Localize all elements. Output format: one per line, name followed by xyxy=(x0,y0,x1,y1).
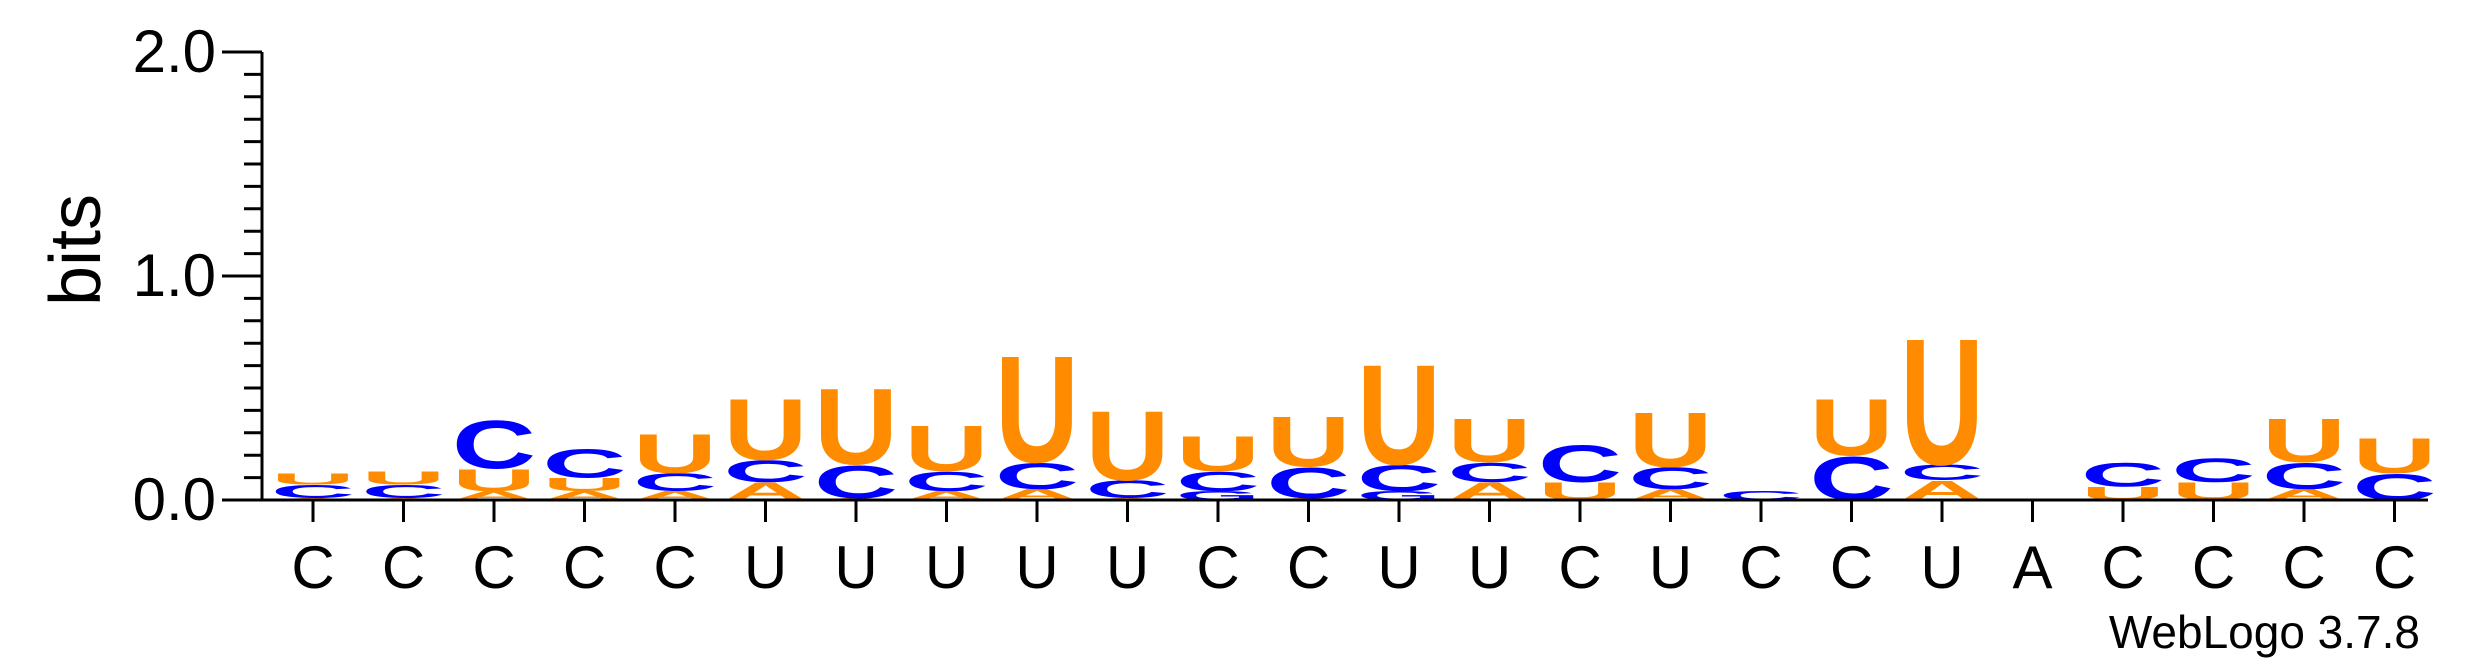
logo-letter-C: C xyxy=(995,456,1079,497)
logo-letter-U: U xyxy=(362,468,446,489)
x-tick-label: U xyxy=(1377,534,1420,601)
x-tick-label: U xyxy=(1106,534,1149,601)
logo-letter-C: C xyxy=(633,469,717,497)
x-tick-label: C xyxy=(653,534,696,601)
logo-letter-C: C xyxy=(1357,458,1441,499)
logo-letter-U: U xyxy=(1810,383,1894,473)
x-tick-label: U xyxy=(834,534,877,601)
logo-letter-C: C xyxy=(724,454,808,489)
x-tick-label: C xyxy=(291,534,334,601)
logo-letter-U: U xyxy=(1357,335,1441,495)
logo-letter-U: U xyxy=(452,463,536,498)
x-tick-label: U xyxy=(1649,534,1692,601)
x-tick-label: U xyxy=(744,534,787,601)
logo-letter-U: U xyxy=(1176,426,1260,482)
logo-letter-C: C xyxy=(2262,456,2346,497)
logo-letter-C: C xyxy=(271,481,355,502)
logo-letter-C: C xyxy=(1900,460,1984,484)
x-tick-label: U xyxy=(1468,534,1511,601)
x-tick-label: C xyxy=(2192,534,2235,601)
logo-letter-C: C xyxy=(1086,475,1170,503)
y-axis: 0.0 1.0 2.0 xyxy=(133,18,264,533)
logo-letter-C: C xyxy=(543,441,627,486)
logo-letter-U: U xyxy=(543,474,627,495)
logo-letter-U: U xyxy=(905,412,989,485)
x-tick-label: U xyxy=(1015,534,1058,601)
logo-letter-C: C xyxy=(452,408,536,484)
logo-letter-U: U xyxy=(995,324,1079,495)
x-tick-label: A xyxy=(2012,534,2052,601)
logo-letter-U: U xyxy=(1267,403,1351,482)
x-tick-label: C xyxy=(1739,534,1782,601)
x-tick-label: U xyxy=(1920,534,1963,601)
x-tick-label: C xyxy=(2373,534,2416,601)
logo-letter-C: C xyxy=(1448,457,1532,488)
logo-letter-C: C xyxy=(1538,435,1622,494)
logo-letter-C: C xyxy=(905,466,989,497)
logo-letter-U: U xyxy=(1086,390,1170,501)
x-tick-label: C xyxy=(1196,534,1239,601)
logo-letter-U: U xyxy=(1900,303,1984,504)
logo-letter-C: C xyxy=(1176,466,1260,497)
logo-letter-U: U xyxy=(2262,406,2346,475)
weblogo-credit: WebLogo 3.7.8 xyxy=(2109,606,2420,658)
x-tick-label: C xyxy=(382,534,425,601)
y-tick-label: 1.0 xyxy=(133,242,216,309)
x-tick-label: C xyxy=(2101,534,2144,601)
logo-letter-C: C xyxy=(1629,461,1713,496)
y-tick-label: 2.0 xyxy=(133,18,216,85)
x-tick-label: C xyxy=(472,534,515,601)
logo-letter-U: U xyxy=(1448,406,1532,475)
logo-letter-C: C xyxy=(2172,451,2256,489)
logo-letter-U: U xyxy=(271,470,355,487)
x-tick-label: U xyxy=(925,534,968,601)
x-tick-label: C xyxy=(1287,534,1330,601)
logo-letter-C: C xyxy=(362,481,446,502)
x-tick-label: C xyxy=(1558,534,1601,601)
logo-letter-U: U xyxy=(2353,428,2437,484)
logo-letter-U: U xyxy=(1629,396,1713,483)
x-tick-label: C xyxy=(563,534,606,601)
x-tick-label: C xyxy=(1830,534,1873,601)
letter-stacks: ACUACUAUCAUCACUACUACUACUACUACUGCUACUGCUA… xyxy=(271,303,2437,514)
logo-letter-U: U xyxy=(633,423,717,486)
y-axis-label: bits xyxy=(36,194,116,306)
logo-letter-U: U xyxy=(724,381,808,478)
x-tick-label: C xyxy=(2282,534,2325,601)
logo-letter-C: C xyxy=(2081,456,2165,494)
logo-letter-U: U xyxy=(814,366,898,488)
y-tick-label: 0.0 xyxy=(133,466,216,533)
